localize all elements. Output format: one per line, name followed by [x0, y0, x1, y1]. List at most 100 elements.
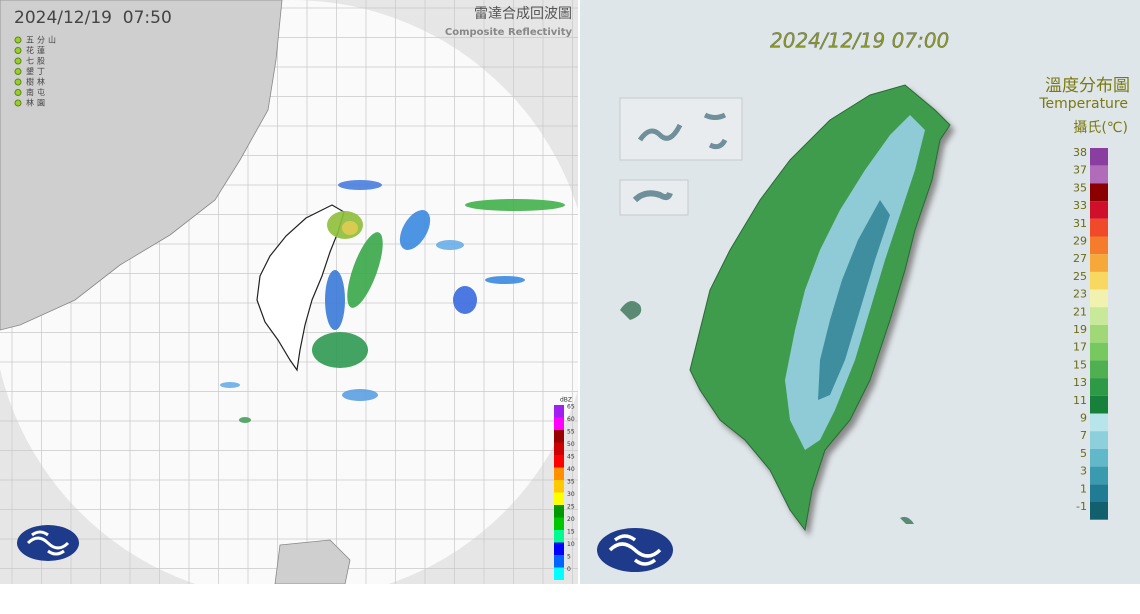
scale-label: 60 [567, 416, 575, 423]
radar-title: 雷達合成回波圖 [474, 6, 572, 22]
scale-segment [1090, 289, 1108, 308]
scale-segment [554, 542, 564, 555]
station-name: 林園 [26, 98, 48, 108]
scale-label: 3 [1080, 465, 1087, 478]
station-dot [14, 57, 22, 65]
scale-segment [1090, 413, 1108, 432]
scale-label: 20 [567, 516, 575, 523]
station-name: 七股 [26, 57, 48, 66]
station-dot [14, 36, 22, 44]
island [900, 516, 914, 524]
scale-label: 35 [1073, 181, 1087, 194]
scale-segment [1090, 236, 1108, 255]
scale-segment [1090, 325, 1108, 343]
cwa-logo [597, 528, 673, 572]
scale-segment [554, 505, 564, 518]
scale-segment [1090, 218, 1108, 237]
temperature-subtitle: Temperature [1038, 96, 1128, 112]
scale-segment [554, 555, 564, 568]
scale-segment [554, 455, 564, 468]
philippines [274, 539, 351, 584]
taiwan-outline [256, 204, 345, 372]
scale-label: 27 [1073, 252, 1087, 265]
scale-label: 33 [1073, 199, 1087, 212]
scale-label: 50 [567, 441, 575, 448]
station-name: 花蓮 [26, 45, 48, 55]
radar-echoes [220, 180, 565, 423]
scale-label: 25 [1073, 270, 1087, 283]
scale-unit: dBZ [560, 397, 572, 404]
scale-segment [554, 442, 564, 455]
scale-label: 65 [567, 404, 575, 411]
scale-label: 13 [1073, 376, 1087, 389]
scale-label: 5 [1080, 447, 1087, 460]
temperature-title: 溫度分布圖 [1045, 76, 1130, 96]
scale-label: 25 [567, 504, 575, 511]
scale-label: 19 [1073, 323, 1087, 336]
station-name: 南屯 [26, 87, 48, 97]
station-name: 樹林 [26, 77, 48, 87]
scale-segment [1090, 395, 1108, 414]
scale-label: 45 [567, 454, 575, 461]
scale-label: 55 [567, 429, 575, 436]
scale-label: 37 [1073, 164, 1087, 177]
scale-segment [554, 467, 564, 480]
scale-label: 38 [1073, 146, 1087, 159]
scale-label: 10 [567, 541, 575, 548]
scale-segment [1090, 307, 1108, 325]
scale-segment [554, 417, 564, 430]
station-dot [14, 99, 22, 107]
station-dot [14, 78, 22, 86]
station-dot [14, 47, 22, 54]
scale-segment [1090, 484, 1108, 502]
scale-segment [554, 517, 564, 530]
scale-label: 1 [1080, 482, 1087, 495]
scale-segment [1090, 342, 1108, 361]
scale-label: -1 [1076, 500, 1087, 513]
scale-segment [1090, 148, 1108, 166]
radar-subtitle: Composite Reflectivity [445, 27, 573, 38]
scale-label: 29 [1073, 235, 1087, 248]
scale-label: 5 [567, 554, 571, 561]
scale-label: 17 [1073, 341, 1087, 354]
scale-segment [554, 430, 564, 443]
scale-label: 21 [1073, 305, 1087, 318]
scale-segment [1090, 466, 1108, 485]
station-name: 墾丁 [26, 66, 48, 76]
station-name: 五分山 [26, 35, 59, 45]
scale-label: 15 [567, 529, 575, 536]
scale-segment [1090, 448, 1108, 467]
temperature-timestamp: 2024/12/19 07:00 [770, 29, 949, 53]
scale-segment [554, 480, 564, 493]
scale-label: 35 [567, 479, 575, 486]
cwa-logo [17, 525, 79, 561]
scale-label: 31 [1073, 217, 1087, 230]
scale-segment [1090, 201, 1108, 219]
scale-label: 7 [1080, 429, 1087, 442]
scale-label: 15 [1073, 358, 1087, 371]
radar-timestamp: 2024/12/19 07:50 [14, 8, 172, 28]
scale-segment [554, 492, 564, 505]
scale-label: 9 [1080, 412, 1087, 425]
scale-segment [1090, 254, 1108, 272]
scale-label: 11 [1073, 394, 1087, 407]
china-coast [0, 0, 283, 331]
scale-segment [554, 530, 564, 543]
station-dot [14, 89, 22, 96]
scale-label: 40 [567, 466, 575, 473]
scale-segment [554, 567, 564, 580]
scale-label: 30 [567, 491, 575, 498]
island-insets [619, 97, 743, 320]
scale-segment [1090, 502, 1108, 520]
mountains-cold [818, 200, 890, 400]
scale-label: 23 [1073, 288, 1087, 301]
scale-segment [554, 405, 564, 418]
temperature-map: 2024/12/19 07:00 溫度分布圖 Temperature 攝氏(℃)… [580, 0, 1140, 584]
scale-segment [1090, 378, 1108, 396]
scale-segment [1090, 165, 1108, 184]
scale-segment [1090, 183, 1108, 202]
scale-segment [1090, 431, 1108, 449]
scale-segment [1090, 271, 1108, 290]
scale-segment [1090, 360, 1108, 379]
